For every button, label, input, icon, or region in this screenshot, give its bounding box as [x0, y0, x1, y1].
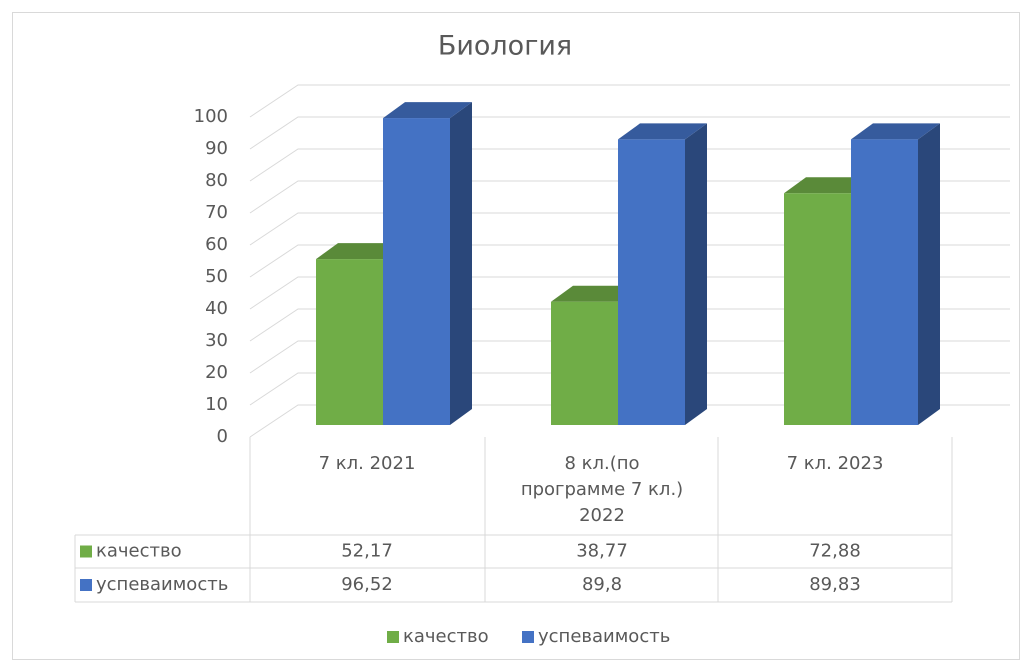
- bar: [851, 139, 918, 425]
- bar-top: [618, 123, 707, 140]
- table-value: 38,77: [576, 541, 628, 562]
- x-tick-label: 7 кл. 2021: [318, 453, 416, 474]
- y-tick-label: 10: [205, 394, 228, 415]
- y-tick-label: 60: [205, 234, 228, 255]
- bar-side: [918, 123, 940, 425]
- grid-line: [249, 372, 1010, 406]
- grid-line: [249, 276, 1010, 310]
- y-tick-label: 50: [205, 266, 228, 287]
- bar: [784, 193, 851, 425]
- bar-top: [383, 102, 472, 119]
- y-tick-label: 0: [217, 426, 228, 447]
- bar-top: [316, 243, 405, 260]
- legend-label: успеваимость: [538, 626, 670, 647]
- table-value: 89,8: [582, 574, 622, 595]
- grid-line: [249, 212, 1010, 246]
- y-tick-label: 30: [205, 330, 228, 351]
- chart-title: Биология: [438, 31, 572, 62]
- grid-line: [249, 404, 1010, 438]
- bar-top: [551, 285, 640, 302]
- grid-line: [249, 116, 1010, 150]
- grid-line: [249, 148, 1010, 182]
- table-value: 89,83: [809, 574, 861, 595]
- y-tick-label: 20: [205, 362, 228, 383]
- table-value: 72,88: [809, 541, 861, 562]
- row-header: успеваимость: [96, 574, 228, 595]
- y-tick-label: 80: [205, 170, 228, 191]
- legend-swatch: [80, 545, 92, 558]
- bar-top: [784, 177, 873, 194]
- x-tick-label: 7 кл. 2023: [786, 453, 884, 474]
- table-value: 96,52: [341, 574, 393, 595]
- bar-side: [450, 102, 472, 425]
- grid-line: [249, 308, 1010, 342]
- x-tick-label: 8 кл.(по программе 7 кл.) 2022: [520, 453, 684, 526]
- legend-swatch: [522, 631, 534, 643]
- legend-label: качество: [403, 626, 489, 647]
- grid-line: [249, 84, 1010, 118]
- y-tick-label: 90: [205, 138, 228, 159]
- grid-line: [249, 244, 1010, 278]
- bar: [551, 301, 618, 425]
- y-tick-label: 70: [205, 202, 228, 223]
- bar: [383, 118, 450, 425]
- legend-swatch: [80, 579, 92, 591]
- y-tick-label: 100: [194, 106, 228, 127]
- bar: [618, 139, 685, 425]
- bar-side: [685, 123, 707, 425]
- legend-swatch: [387, 631, 399, 643]
- row-header: качество: [96, 541, 182, 562]
- grid-line: [249, 340, 1010, 374]
- y-tick-label: 40: [205, 298, 228, 319]
- bar-top: [851, 123, 940, 140]
- grid-line: [249, 180, 1010, 214]
- bar: [316, 259, 383, 425]
- table-value: 52,17: [341, 541, 393, 562]
